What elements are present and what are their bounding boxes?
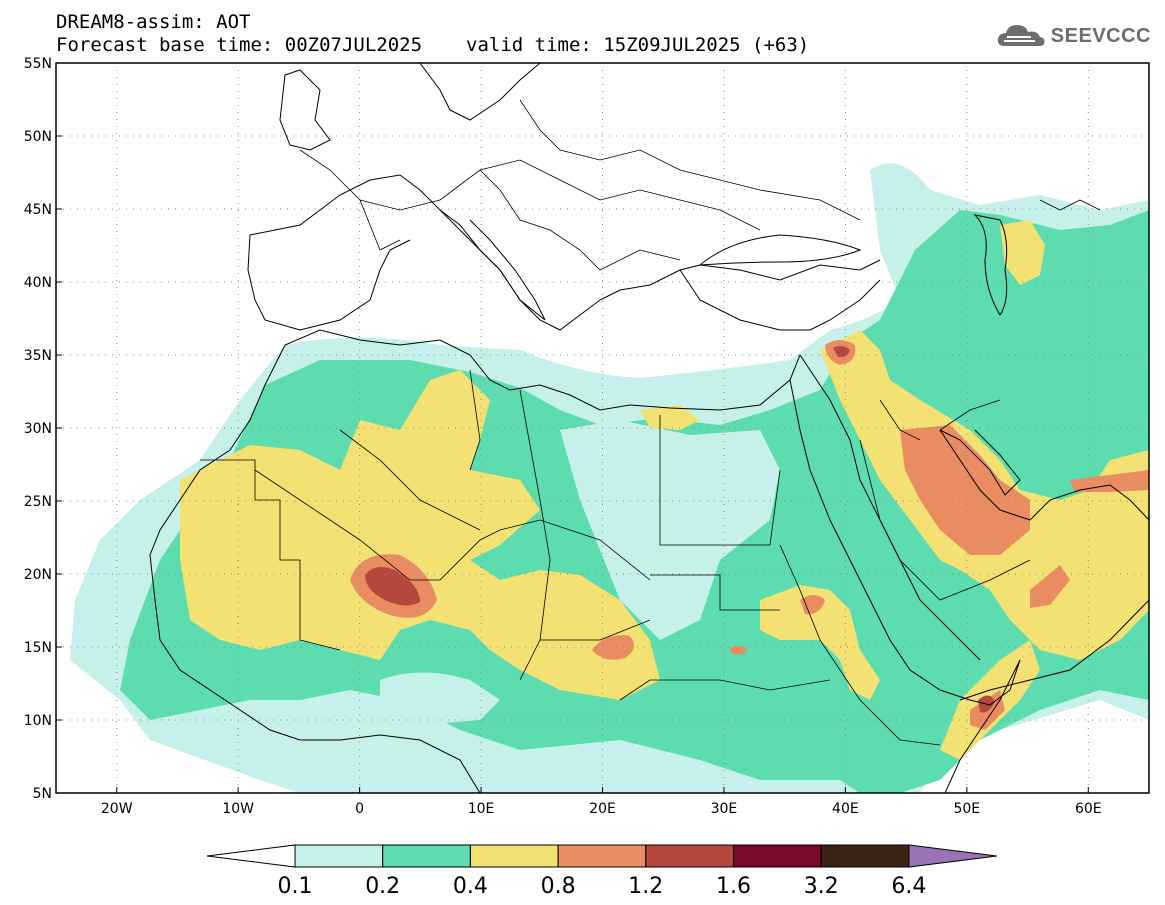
lat-tick-label: 20N: [24, 567, 52, 583]
coastline-horn: [939, 659, 1021, 793]
aot-field: [70, 163, 1149, 793]
forecast-base-time: Forecast base time: 00Z07JUL2025: [56, 34, 423, 56]
colorbar-label: 1.6: [716, 874, 751, 899]
lat-tick-label: 50N: [24, 129, 52, 145]
colorbar-segment: [645, 844, 734, 868]
valid-time: valid time: 15Z09JUL2025 (+63): [466, 34, 810, 56]
lon-axis: 20W 10W 0 10E 20E 30E 40E 50E 60E: [101, 787, 1102, 817]
lon-tick-label: 10W: [222, 801, 254, 817]
colorbar-label: 0.2: [365, 874, 400, 899]
colorbar-under-triangle: [206, 844, 296, 868]
aot-contour-1.2-iraq: [833, 345, 850, 358]
aot-contour-1.2-mali: [365, 566, 420, 606]
coastline-europe: [249, 174, 881, 331]
colorbar-segment: [469, 844, 559, 868]
aot-contour-0.8-sudan: [800, 595, 825, 615]
coastline-north-africa: [149, 329, 801, 556]
aot-contour-0.8-chad: [592, 635, 634, 660]
aot-contour-0.8-small1: [730, 645, 748, 655]
coastlines: [149, 63, 1149, 793]
country-borders: [200, 99, 1101, 746]
border-lines: [200, 99, 1101, 746]
lon-tick-label: 60E: [1075, 801, 1102, 817]
colorbar-over-triangle: [908, 844, 997, 868]
aot-contour-0.8-arabsea: [1030, 565, 1070, 608]
logo-text: SEEVCCC: [1050, 24, 1151, 47]
plot-subtitle: Forecast base time: 00Z07JUL2025 valid ti…: [56, 34, 809, 56]
aot-contour-0.8-oman: [1070, 470, 1149, 492]
lat-tick-label: 10N: [24, 713, 52, 729]
colorbar-label: 3.2: [804, 874, 839, 899]
lat-tick-label: 5N: [33, 786, 52, 802]
colorbar-label: 0.1: [278, 874, 313, 899]
lat-tick-label: 25N: [24, 494, 52, 510]
coastline-gulf: [939, 429, 1021, 496]
coastline-iberia: [247, 234, 411, 331]
lon-tick-label: 50E: [953, 801, 980, 817]
lon-tick-label: 30E: [711, 801, 738, 817]
coastline-uk: [279, 69, 331, 151]
aot-contour-0.1-inner: [560, 420, 780, 640]
colorbar-segment: [557, 844, 647, 868]
colorbar-label: 1.2: [628, 874, 663, 899]
lon-tick-label: 20W: [101, 801, 133, 817]
coastline-scandinavia: [419, 63, 541, 121]
lat-tick-label: 45N: [24, 202, 52, 218]
coastline-west-africa: [149, 554, 481, 793]
colorbar-label: 6.4: [891, 874, 926, 899]
lon-tick-label: 20E: [589, 801, 616, 817]
colorbar-segment: [733, 844, 822, 868]
graticule: [56, 63, 1149, 793]
aot-contour-0.4-caspian: [1000, 220, 1045, 285]
plot-title: DREAM8-assim: AOT: [56, 11, 251, 33]
coastline-italy: [439, 209, 546, 321]
colorbar-segment: [820, 844, 910, 868]
coastline-anatolia: [679, 269, 881, 331]
colorbar-label: 0.8: [541, 874, 576, 899]
seevccc-logo: SEEVCCC: [995, 22, 1151, 50]
lat-tick-label: 15N: [24, 640, 52, 656]
colorbar-segment: [382, 844, 471, 868]
aot-contour-0.8-arabia: [900, 425, 1030, 555]
lat-tick-label: 40N: [24, 275, 52, 291]
coastline-black-sea: [698, 234, 862, 266]
lon-tick-label: 0: [355, 801, 364, 817]
aot-contour-0.4-horn: [760, 585, 880, 700]
lat-tick-label: 30N: [24, 421, 52, 437]
coastline-arabia: [939, 429, 1149, 701]
lon-tick-label: 10E: [468, 801, 495, 817]
colorbar-segment: [294, 844, 384, 868]
colorbar-label: 0.4: [453, 874, 488, 899]
coastline-caspian: [973, 214, 1008, 316]
lat-axis: 55N 50N 45N 40N 35N 30N 25N 20N 15N 10N 5N: [24, 56, 62, 802]
lon-tick-label: 40E: [832, 801, 859, 817]
aot-contour-0.1-sahel: [380, 672, 500, 725]
lat-tick-label: 35N: [24, 348, 52, 364]
cloud-icon: [997, 25, 1045, 46]
lat-tick-label: 55N: [24, 56, 52, 72]
aot-contour-0.4-libya: [640, 405, 700, 430]
